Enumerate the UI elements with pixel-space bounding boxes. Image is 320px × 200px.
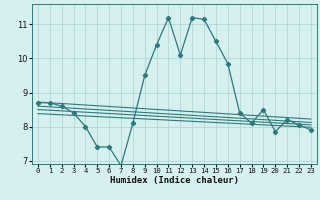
X-axis label: Humidex (Indice chaleur): Humidex (Indice chaleur): [110, 176, 239, 185]
